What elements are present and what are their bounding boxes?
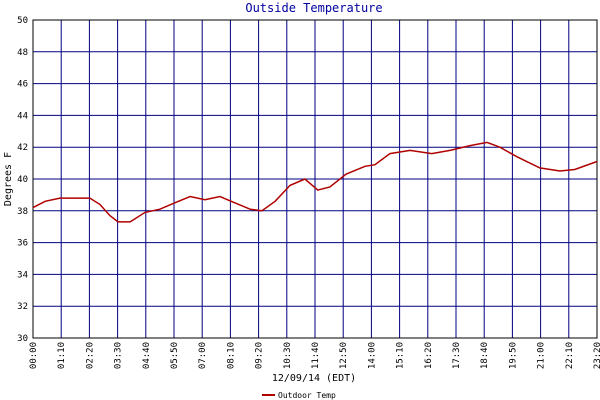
y-tick-label: 40 — [17, 175, 28, 185]
plot-border — [32, 19, 598, 339]
x-tick-label: 17:30 — [452, 342, 462, 369]
x-tick-label: 00:00 — [29, 342, 39, 369]
chart-title: Outside Temperature — [245, 1, 382, 15]
x-tick-label: 15:10 — [396, 342, 406, 369]
legend-label: Outdoor Temp — [278, 391, 336, 400]
y-tick-label: 42 — [17, 143, 28, 153]
x-tick-label: 03:30 — [114, 342, 124, 369]
x-tick-label: 10:30 — [283, 342, 293, 369]
y-tick-label: 30 — [17, 334, 28, 344]
y-tick-label: 32 — [17, 302, 28, 312]
x-tick-label: 19:50 — [508, 342, 518, 369]
x-tick-label: 01:10 — [57, 342, 67, 369]
y-tick-label: 48 — [17, 48, 28, 58]
x-tick-label: 05:50 — [170, 342, 180, 369]
x-tick-label: 11:40 — [311, 342, 321, 369]
y-tick-label: 44 — [17, 111, 28, 121]
y-tick-label: 50 — [17, 16, 28, 26]
data-line — [32, 141, 598, 223]
x-tick-label: 21:00 — [537, 342, 547, 369]
y-tick-label: 46 — [17, 80, 28, 90]
y-axis-title: Degrees F — [3, 152, 14, 206]
y-tick-label: 34 — [17, 270, 28, 280]
y-tick-label: 38 — [17, 207, 28, 217]
x-tick-label: 14:00 — [367, 342, 377, 369]
plot-area: 30 32 34 36 38 40 42 44 46 48 50 00:00 01:10 02:20 03:… — [17, 16, 600, 400]
x-tick-label: 08:10 — [226, 342, 236, 369]
x-tick-label: 23:20 — [593, 342, 600, 369]
x-tick-label: 09:20 — [255, 342, 265, 369]
x-tick-label: 16:20 — [424, 342, 434, 369]
x-tick-label: 07:00 — [198, 342, 208, 369]
x-tick-label: 02:20 — [85, 342, 95, 369]
x-axis-title: 12/09/14 (EDT) — [272, 373, 356, 384]
x-tick-label: 12:50 — [339, 342, 349, 369]
x-tick-label: 18:40 — [480, 342, 490, 369]
x-tick-label: 22:10 — [565, 342, 575, 369]
y-tick-label: 36 — [17, 239, 28, 249]
x-tick-label: 04:40 — [142, 342, 152, 369]
